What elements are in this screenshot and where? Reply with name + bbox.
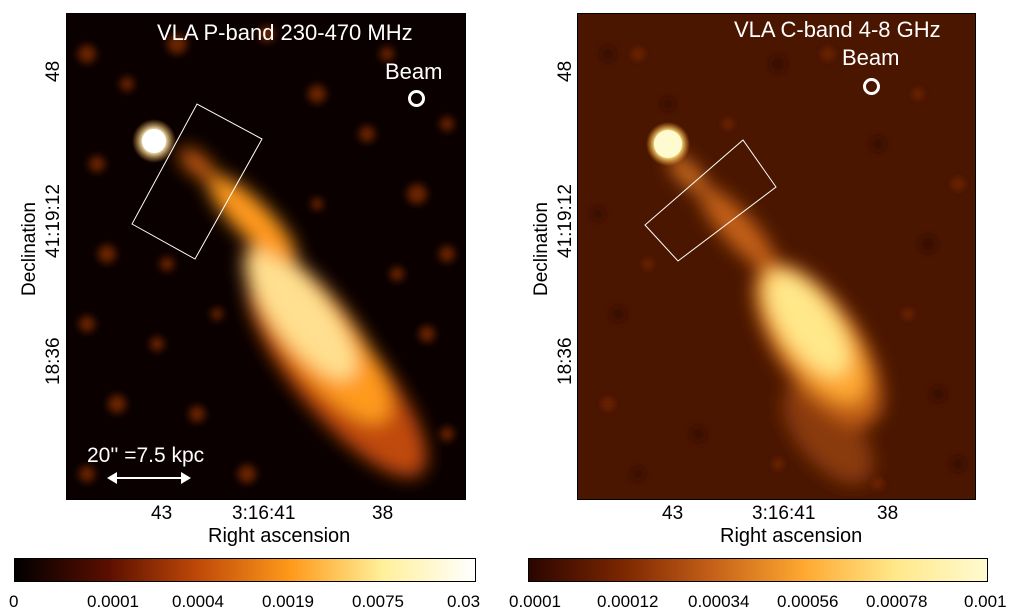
right-colorbar-tick-5: 0.00078 (866, 592, 928, 611)
left-colorbar-tick-5: 0.0075 (352, 592, 404, 611)
left-colorbar (14, 558, 476, 582)
right-xtick-1: 43 (662, 503, 684, 524)
right-beam-label: Beam (842, 45, 900, 70)
right-beam-marker (863, 78, 880, 95)
right-colorbar-tick-4: 0.00056 (777, 592, 839, 611)
left-ytick-3: 18:36 (43, 337, 64, 385)
right-panel-title: VLA C-band 4-8 GHz (734, 17, 941, 42)
left-scale-bar-label: 20'' =7.5 kpc (87, 444, 205, 467)
right-xlabel: Right ascension (720, 525, 863, 547)
left-colorbar-tick-4: 0.0019 (262, 592, 314, 611)
left-radio-image: VLA P-band 230-470 MHz Beam 20'' =7.5 kp… (66, 13, 466, 500)
left-ytick-2: 41:19:12 (43, 184, 64, 258)
left-colorbar-tick-6: 0.03 (447, 592, 481, 611)
right-ytick-3: 18:36 (555, 337, 576, 385)
left-panel-title: VLA P-band 230-470 MHz (157, 20, 413, 45)
left-colorbar-tick-2: 0.0001 (87, 592, 139, 611)
right-colorbar-tick-2: 0.00012 (597, 592, 659, 611)
left-xlabel: Right ascension (208, 525, 351, 547)
left-ytick-1: 48 (43, 60, 64, 82)
left-scale-bar-arrow (107, 472, 191, 484)
right-colorbar-tick-3: 0.00034 (688, 592, 750, 611)
left-beam-label: Beam (385, 59, 443, 84)
right-radio-image: VLA C-band 4-8 GHz Beam (577, 13, 976, 500)
left-xtick-1: 43 (151, 503, 173, 524)
right-ytick-1: 48 (555, 60, 576, 82)
left-xtick-2: 3:16:41 (232, 503, 296, 524)
right-ytick-2: 41:19:12 (555, 184, 576, 258)
left-colorbar-tick-1: 0 (9, 592, 19, 611)
left-radio-emission (67, 14, 465, 499)
right-radio-emission (578, 14, 975, 499)
left-colorbar-tick-3: 0.0004 (172, 592, 224, 611)
right-colorbar-tick-6: 0.001 (964, 592, 1007, 611)
left-ylabel: Declination (19, 202, 40, 296)
left-xtick-3: 38 (372, 503, 394, 524)
right-xtick-3: 38 (877, 503, 899, 524)
left-beam-marker (408, 90, 425, 107)
right-colorbar-tick-1: 0.0001 (509, 592, 561, 611)
right-xtick-2: 3:16:41 (752, 503, 816, 524)
right-ylabel: Declination (531, 202, 552, 296)
right-colorbar (528, 558, 988, 582)
